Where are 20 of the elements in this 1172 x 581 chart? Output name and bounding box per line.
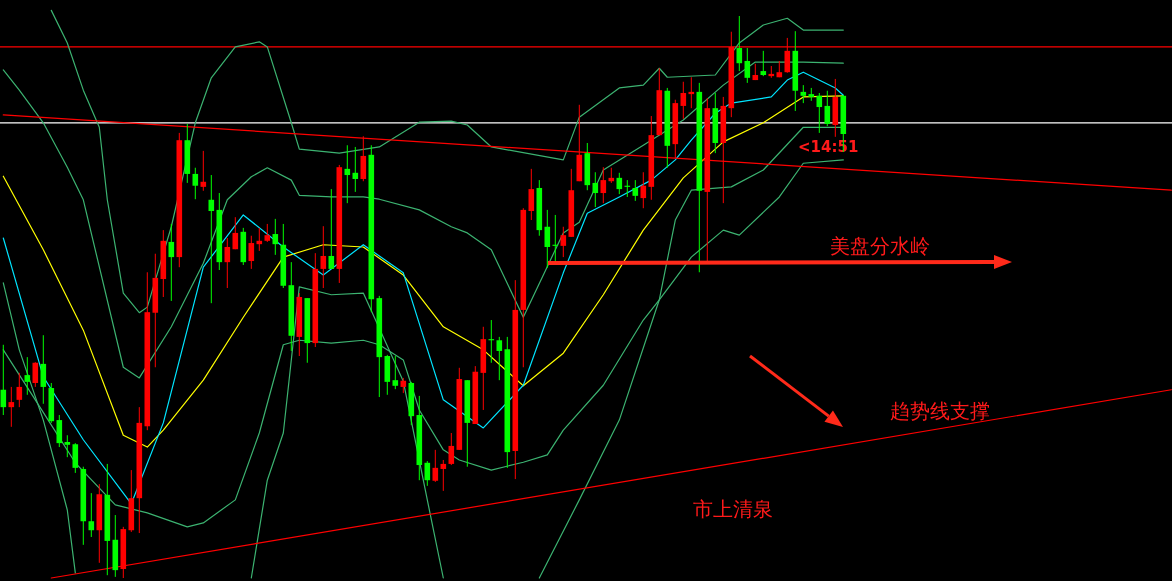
candlestick <box>72 442 79 474</box>
candlestick <box>632 179 639 202</box>
annotation: 趋势线支撑 <box>890 399 990 423</box>
candlestick <box>192 167 199 200</box>
candlestick <box>432 449 439 483</box>
candlestick <box>64 434 71 458</box>
candlestick <box>760 50 767 77</box>
candlestick <box>392 355 399 390</box>
candlestick <box>744 47 751 84</box>
candlestick <box>328 188 335 270</box>
candlestick <box>680 81 687 120</box>
annotation: 市上清泉 <box>693 497 773 521</box>
candlestick <box>16 372 23 408</box>
candlestick <box>88 492 95 538</box>
candlestick <box>600 166 607 204</box>
candlestick <box>496 336 503 381</box>
candlestick <box>560 226 567 258</box>
candlestick <box>24 356 31 396</box>
candlestick <box>320 225 327 289</box>
annotation: 美盘分水岭 <box>830 234 930 258</box>
